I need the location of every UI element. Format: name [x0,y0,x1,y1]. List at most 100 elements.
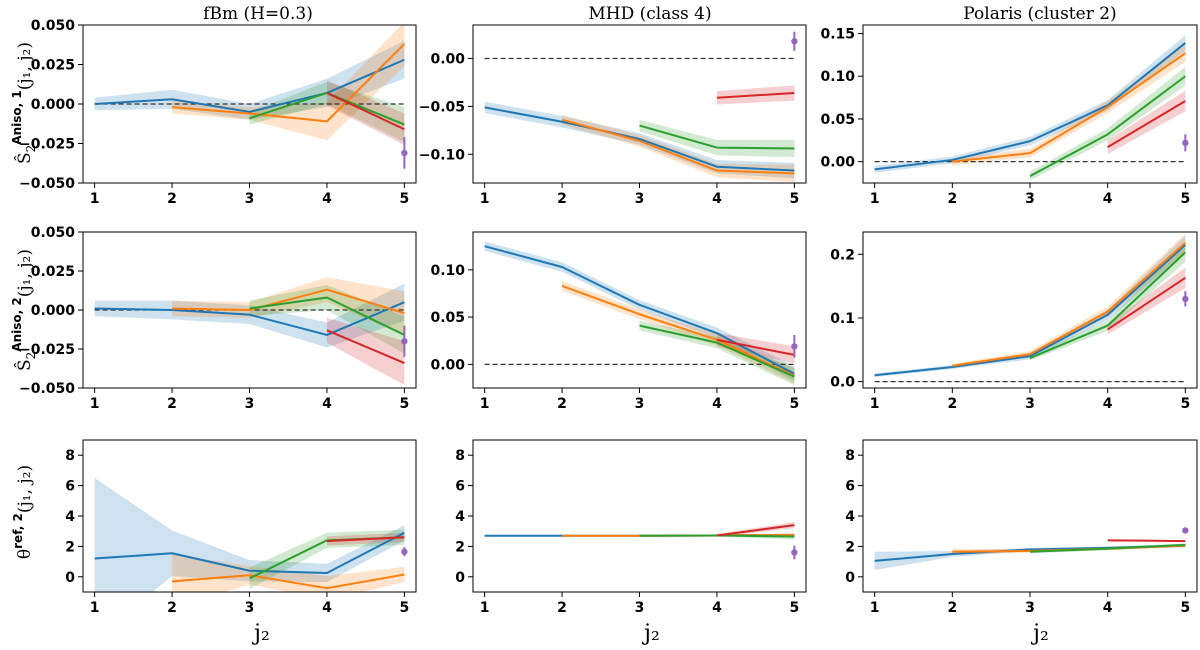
y-axis-label-row3: θref, 2(j₁, j₂) [11,465,35,559]
y-tick-label-r0c2: 0.10 [820,69,855,85]
x-tick-label-r2c0: 5 [400,600,410,616]
y-tick-label-r0c0: −0.025 [19,137,75,153]
line-j13-r0c2 [1029,75,1186,178]
x-tick-label-r1c2: 1 [870,396,880,412]
point-j15-r2c0 [401,548,408,555]
y-tick-label-r0c1: −0.10 [419,147,466,163]
line-j14-r1c2 [1107,277,1186,331]
x-tick-label-r0c2: 5 [1180,191,1190,207]
y-tick-label-r2c1: 4 [455,509,465,525]
line-j13-r2c2 [1029,543,1186,553]
x-tick-label-r1c2: 3 [1025,396,1035,412]
x-tick-label-r0c0: 1 [90,191,100,207]
line-j14-r2c1 [716,524,795,537]
x-tick-label-r1c0: 2 [167,396,177,412]
errorbar-points [401,31,1189,560]
line-j14-r0c2 [1107,100,1186,148]
x-axis-label-col2: j₂ [641,621,660,646]
y-tick-label-r0c2: 0.05 [820,112,855,128]
line-j12-r1c1 [561,284,795,377]
x-tick-label-r2c2: 1 [870,600,880,616]
x-tick-label-r0c1: 3 [635,191,645,207]
line-j11-r2c0 [94,531,405,574]
y-tick-label-r1c0: −0.050 [19,381,75,397]
y-tick-label-r1c1: 0.00 [430,357,465,373]
band-j11-r0c2 [874,35,1186,173]
x-tick-label-r2c2: 2 [947,600,957,616]
line-j14-r2c2 [1107,539,1186,543]
x-tick-label-r2c2: 4 [1103,600,1113,616]
x-tick-label-r1c1: 1 [480,396,490,412]
line-j14-r1c1 [716,338,795,356]
line-j14-r0c1 [716,91,795,99]
column-title-polaris: Polaris (cluster 2) [963,4,1116,24]
x-tick-label-r0c1: 4 [712,191,722,207]
x-tick-label-r0c1: 5 [790,191,800,207]
x-axis-label-col3: j₂ [1030,621,1049,646]
axes-frame-r2c1 [472,439,807,593]
y-tick-label-r1c0: 0.050 [31,225,76,241]
x-tick-label-r2c1: 2 [557,600,567,616]
x-tick-label-r1c1: 2 [557,396,567,412]
point-j15-r1c2 [1182,295,1189,303]
y-tick-label-r1c2: 0.1 [830,311,855,327]
band-j13-r1c1 [639,320,795,386]
band-j11-r2c0 [94,478,405,592]
y-tick-label-r2c2: 4 [845,509,855,525]
y-tick-label-r2c0: 6 [65,479,75,495]
line-j11-r1c1 [484,245,795,375]
x-tick-label-r0c2: 4 [1103,191,1113,207]
line-j12-r0c1 [561,118,795,175]
point-j15-r1c0 [401,338,408,345]
band-j12-r2c0 [172,554,405,592]
column-title-fbm: fBm (H=0.3) [203,4,313,24]
y-tick-label-r2c0: 2 [65,539,75,555]
line-j11-r1c2 [874,243,1187,377]
band-j12-r0c1 [562,115,795,183]
x-tick-label-r1c0: 5 [400,396,410,412]
line-j11-r0c0 [94,58,405,113]
y-tick-label-r0c0: 0.025 [31,58,75,74]
y-axis-label-row2: Ŝ2Aniso, 2(j₁, j₂) [10,249,38,371]
y-tick-label-r0c1: −0.05 [419,99,465,115]
x-tick-label-r0c0: 4 [322,191,332,207]
x-tick-label-r0c2: 2 [947,191,957,207]
x-tick-label-r0c0: 2 [167,191,177,207]
band-j11-r1c2 [874,235,1186,378]
x-tick-label-r2c0: 1 [90,600,100,616]
x-tick-label-r0c1: 2 [557,191,567,207]
x-tick-label-r1c1: 5 [790,396,800,412]
point-j15-r0c2 [1182,139,1189,147]
y-tick-label-r2c2: 8 [845,448,855,464]
point-j15-r0c1 [791,38,798,45]
line-j12-r2c0 [171,573,405,590]
band-j14-r1c0 [326,317,405,385]
x-tick-label-r2c1: 4 [712,600,722,616]
line-j12-r1c2 [952,242,1187,367]
x-tick-label-r1c1: 4 [712,396,722,412]
line-j12-r0c2 [952,52,1186,163]
point-j15-r1c1 [791,343,798,350]
y-tick-label-r2c2: 0 [845,570,855,586]
line-j12-r1c0 [172,288,405,315]
x-tick-label-r0c1: 1 [480,191,490,207]
point-j15-r2c1 [791,549,798,556]
x-tick-label-r1c0: 3 [245,396,255,412]
x-axis-label-col1: j₂ [251,621,270,646]
line-j13-r2c1 [639,534,795,538]
line-j13-r1c1 [639,324,795,378]
y-tick-label-r1c0: 0.025 [31,264,75,280]
band-j13-r0c2 [1030,66,1186,181]
x-tick-label-r1c0: 1 [90,396,100,412]
x-tick-label-r1c2: 5 [1180,396,1190,412]
band-j13-r0c0 [249,81,405,142]
band-j14-r1c2 [1107,267,1186,335]
band-j12-r1c0 [172,277,405,335]
line-j13-r1c0 [249,296,405,336]
y-tick-label-r0c2: 0.00 [820,155,855,171]
band-j13-r2c0 [249,529,405,589]
x-tick-label-r2c2: 5 [1180,600,1190,616]
y-tick-label-r2c1: 8 [455,448,465,464]
line-j14-r0c0 [326,92,405,131]
point-j15-r0c0 [401,149,408,157]
